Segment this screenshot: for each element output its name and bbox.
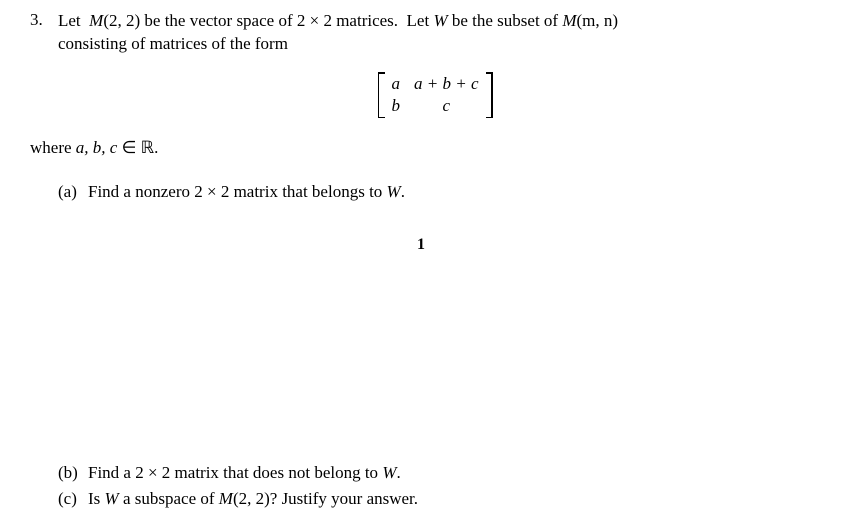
problem-number: 3. xyxy=(30,10,58,30)
where-end: . xyxy=(154,138,158,157)
intro-line-1: Let M(2, 2) be the vector space of 2 × 2… xyxy=(58,10,812,33)
part-a: (a) Find a nonzero 2 × 2 matrix that bel… xyxy=(30,182,812,202)
matrix-r1c1: a xyxy=(392,74,401,94)
part-c-M: M xyxy=(219,489,233,508)
part-c-text: Is W a subspace of M(2, 2)? Justify your… xyxy=(88,489,812,509)
part-a-prefix: Find a nonzero 2 × 2 matrix that belongs… xyxy=(88,182,387,201)
M22-args: (2, 2) xyxy=(103,11,140,30)
page-number: 1 xyxy=(30,236,812,254)
part-b-W: W xyxy=(382,463,396,482)
bracket-right xyxy=(485,72,493,118)
parts-b-c: (b) Find a 2 × 2 matrix that does not be… xyxy=(30,457,812,511)
Mmn-args: (m, n) xyxy=(577,11,619,30)
bracket-left xyxy=(378,72,386,118)
W-symbol: W xyxy=(433,11,447,30)
part-c-label: (c) xyxy=(58,489,88,509)
intro-mid: be the vector space of 2 × 2 matrices. L… xyxy=(140,11,433,30)
matrix-r2c2: c xyxy=(414,96,479,116)
intro-text-1: Let xyxy=(58,11,89,30)
matrix-display: a a + b + c b c xyxy=(58,72,812,123)
part-b-text: Find a 2 × 2 matrix that does not belong… xyxy=(88,463,812,483)
where-vars: a, b, c xyxy=(76,138,118,157)
M-symbol: M xyxy=(89,11,103,30)
part-c-suffix: (2, 2)? Justify your answer. xyxy=(233,489,418,508)
part-b-label: (b) xyxy=(58,463,88,483)
where-line: where a, b, c ∈ ℝ. xyxy=(30,137,812,160)
problem-3: 3. Let M(2, 2) be the vector space of 2 … xyxy=(30,10,812,137)
where-R: ℝ xyxy=(141,138,154,157)
part-a-label: (a) xyxy=(58,182,88,202)
matrix-r2c1: b xyxy=(392,96,401,116)
matrix: a a + b + c b c xyxy=(378,72,493,119)
matrix-cells: a a + b + c b c xyxy=(386,72,485,119)
where-prefix: where xyxy=(30,138,76,157)
intro-line-2: consisting of matrices of the form xyxy=(58,33,812,56)
part-c-W: W xyxy=(105,489,119,508)
problem-body: Let M(2, 2) be the vector space of 2 × 2… xyxy=(58,10,812,137)
Mmn-symbol: M xyxy=(562,11,576,30)
part-c-prefix: Is xyxy=(88,489,105,508)
matrix-r1c2: a + b + c xyxy=(414,74,479,94)
intro-after-w: be the subset of xyxy=(448,11,563,30)
part-b-prefix: Find a 2 × 2 matrix that does not belong… xyxy=(88,463,382,482)
part-a-suffix: . xyxy=(401,182,405,201)
part-b: (b) Find a 2 × 2 matrix that does not be… xyxy=(30,463,812,483)
part-a-text: Find a nonzero 2 × 2 matrix that belongs… xyxy=(88,182,812,202)
where-mid: ∈ xyxy=(117,138,140,157)
part-c: (c) Is W a subspace of M(2, 2)? Justify … xyxy=(30,489,812,509)
part-b-suffix: . xyxy=(396,463,400,482)
part-c-mid: a subspace of xyxy=(119,489,219,508)
part-a-W: W xyxy=(387,182,401,201)
